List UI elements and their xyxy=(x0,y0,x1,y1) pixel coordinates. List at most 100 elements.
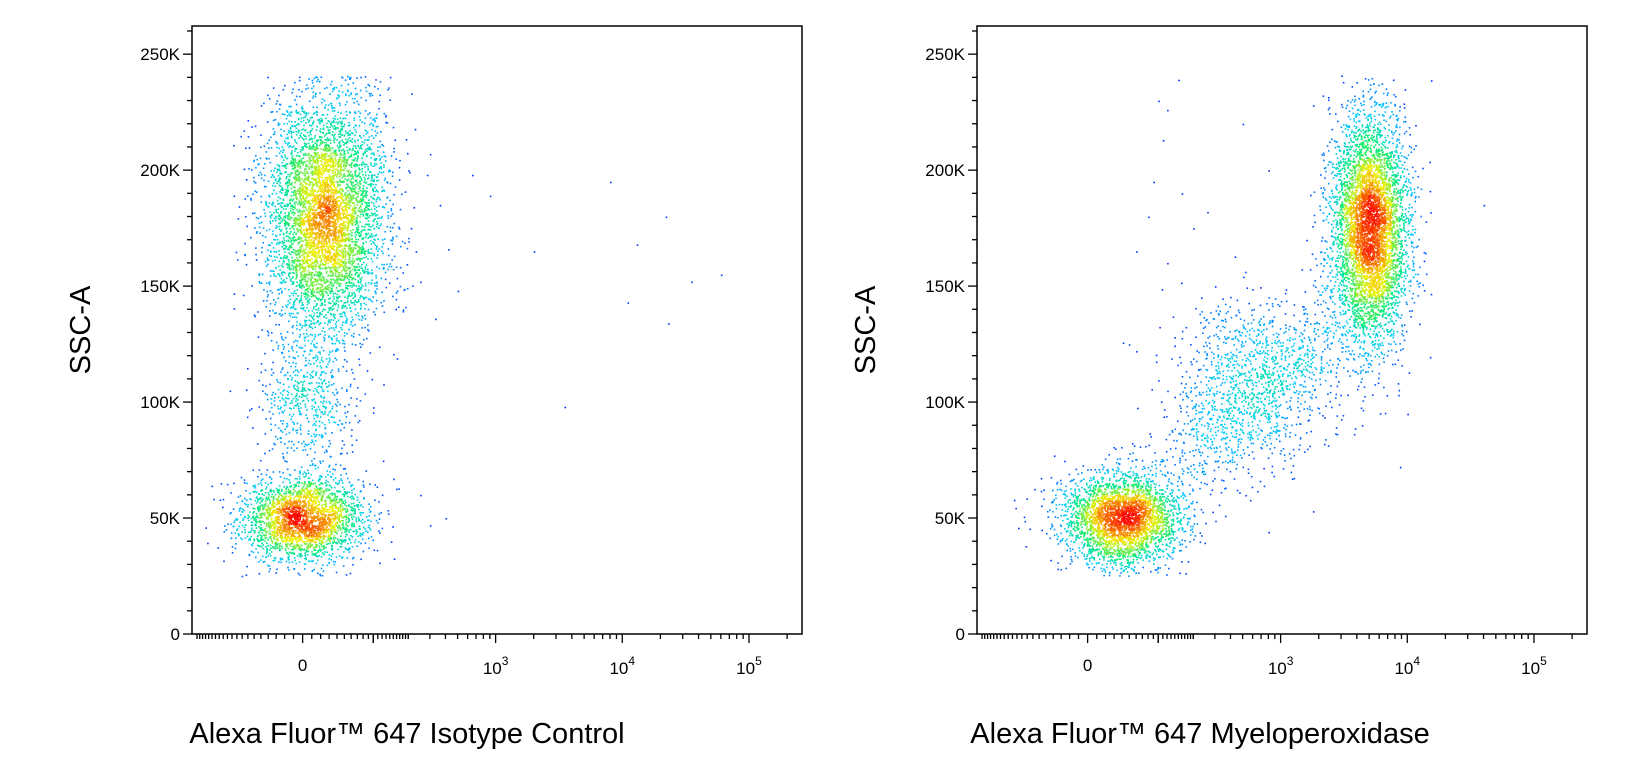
event-dot xyxy=(307,539,310,542)
event-dot xyxy=(293,222,295,225)
event-dot xyxy=(330,289,333,291)
event-dot xyxy=(315,527,318,529)
event-dot xyxy=(261,512,263,515)
event-dot xyxy=(247,505,249,508)
event-dot xyxy=(270,547,272,549)
event-dot xyxy=(277,215,280,217)
event-dot xyxy=(340,312,343,315)
event-dot xyxy=(313,530,316,533)
event-dot xyxy=(328,484,331,486)
event-dot xyxy=(330,166,332,169)
event-dot xyxy=(326,196,328,198)
event-dot xyxy=(301,526,303,528)
event-dot xyxy=(342,199,344,202)
event-dot xyxy=(280,210,282,213)
event-dot xyxy=(366,370,369,372)
event-dot xyxy=(295,520,297,523)
event-dot xyxy=(281,495,284,498)
event-dot xyxy=(292,219,295,222)
event-dot xyxy=(290,543,292,545)
event-dot xyxy=(346,211,348,214)
event-dot xyxy=(287,491,290,494)
event-dot xyxy=(295,518,298,521)
event-dot xyxy=(285,137,287,140)
event-dot xyxy=(357,174,360,176)
event-dot xyxy=(302,486,305,488)
event-dot xyxy=(233,525,235,528)
event-dot xyxy=(314,162,317,164)
event-dot xyxy=(329,185,331,187)
event-dot xyxy=(335,302,337,305)
event-dot xyxy=(330,278,332,280)
event-dot xyxy=(330,204,332,206)
event-dot xyxy=(296,520,299,523)
event-dot xyxy=(306,289,309,292)
event-dot xyxy=(308,119,311,122)
event-dot xyxy=(312,262,315,265)
event-dot xyxy=(342,267,345,269)
event-dot xyxy=(329,359,331,361)
event-dot xyxy=(272,471,275,473)
event-dot xyxy=(248,554,251,557)
event-dot xyxy=(290,517,293,520)
event-dot xyxy=(340,511,343,513)
event-dot xyxy=(265,537,268,539)
event-dot xyxy=(331,547,334,550)
event-dot xyxy=(319,122,321,125)
event-dot xyxy=(366,150,368,152)
event-dot xyxy=(388,87,390,89)
event-dot xyxy=(322,541,325,544)
event-dot xyxy=(338,249,340,252)
event-dot xyxy=(315,562,318,565)
event-dot xyxy=(286,110,288,112)
event-dot xyxy=(353,190,355,193)
event-dot xyxy=(241,531,243,533)
event-dot xyxy=(327,158,329,160)
event-dot xyxy=(317,537,319,540)
event-dot xyxy=(294,517,297,519)
event-dot xyxy=(330,306,332,309)
event-dot xyxy=(338,555,341,557)
event-dot xyxy=(383,166,385,168)
event-dot xyxy=(272,511,274,513)
event-dot xyxy=(317,239,320,242)
event-dot xyxy=(296,170,298,173)
event-dot xyxy=(341,557,343,559)
event-dot xyxy=(296,516,298,518)
event-dot xyxy=(315,173,317,176)
event-dot xyxy=(321,504,323,507)
event-dot xyxy=(350,250,353,253)
event-dot xyxy=(342,486,344,488)
event-dot xyxy=(300,216,303,219)
event-dot xyxy=(265,552,268,555)
event-dot xyxy=(277,499,279,501)
event-dot xyxy=(280,561,283,564)
event-dot xyxy=(291,347,293,350)
event-dot xyxy=(270,512,273,514)
event-dot xyxy=(312,533,314,536)
event-dot xyxy=(285,533,287,535)
event-dot xyxy=(360,558,362,561)
event-dot xyxy=(318,521,321,524)
event-dot xyxy=(354,174,357,177)
event-dot xyxy=(362,480,365,483)
event-dot xyxy=(366,234,368,236)
event-dot xyxy=(307,527,310,530)
event-dot xyxy=(271,541,274,544)
event-dot xyxy=(308,148,311,150)
event-dot xyxy=(271,540,273,542)
event-dot xyxy=(378,100,381,103)
event-dot xyxy=(255,216,258,219)
event-dot xyxy=(260,545,263,548)
event-dot xyxy=(360,490,362,492)
event-dot xyxy=(331,155,334,157)
event-dot xyxy=(299,534,301,537)
event-dot xyxy=(283,508,285,510)
event-dot xyxy=(261,535,263,537)
event-dot xyxy=(309,483,311,486)
event-dot xyxy=(313,506,316,508)
event-dot xyxy=(294,501,297,504)
event-dot xyxy=(278,544,281,547)
event-dot xyxy=(295,562,297,565)
event-dot xyxy=(317,139,320,141)
